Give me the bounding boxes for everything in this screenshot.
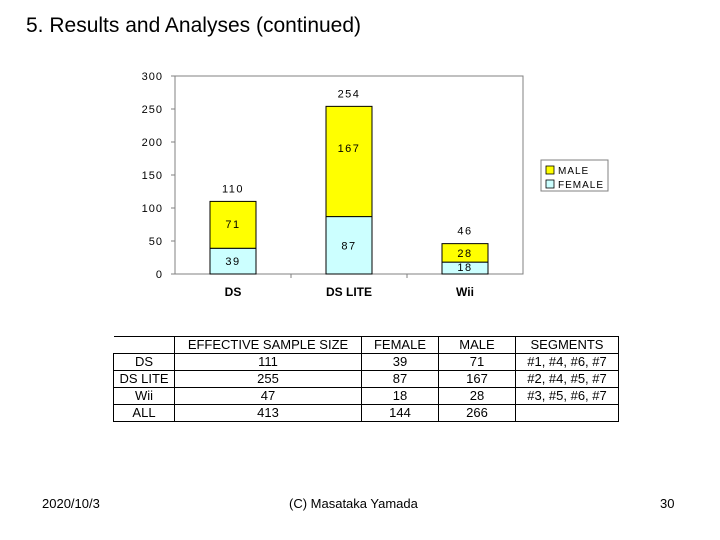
table-row-label: DS LITE	[113, 370, 175, 388]
table-cell	[515, 404, 619, 422]
table-cell: 18	[361, 387, 439, 405]
table-row: DS 111 39 71 #1, #4, #6, #7	[113, 353, 619, 371]
x-tick-label: DS	[225, 285, 242, 299]
table-corner-cell	[113, 336, 175, 354]
y-tick-label: 300	[142, 71, 163, 83]
table-header-cell: EFFECTIVE SAMPLE SIZE	[174, 336, 362, 354]
bar-male-wii	[441, 243, 489, 263]
y-tick-label: 50	[149, 236, 163, 248]
table-cell: #1, #4, #6, #7	[515, 353, 619, 371]
table-row: DS LITE 255 87 167 #2, #4, #5, #7	[113, 370, 619, 388]
data-label-total: 254	[338, 88, 361, 100]
stacked-bar-chart: 0 50 100 150 200 250 300 39 71 110 DS 87 167 254 DS L…	[142, 71, 609, 299]
data-label-female: 18	[457, 262, 472, 274]
table-row-label: ALL	[113, 404, 175, 422]
data-label-female: 39	[225, 256, 240, 268]
data-label-total: 46	[457, 226, 472, 238]
table-cell: #3, #5, #6, #7	[515, 387, 619, 405]
legend-label-female: FEMALE	[558, 180, 604, 191]
table-header-cell: MALE	[438, 336, 516, 354]
chart-legend: MALE FEMALE	[540, 159, 609, 192]
table-cell: 413	[174, 404, 362, 422]
table-row: ALL 413 144 266	[113, 404, 619, 422]
table-cell: 71	[438, 353, 516, 371]
table-cell: #2, #4, #5, #7	[515, 370, 619, 388]
data-label-female: 87	[341, 240, 356, 252]
x-tick-label: DS LITE	[326, 285, 372, 299]
table-cell: 39	[361, 353, 439, 371]
table-row: Wii 47 18 28 #3, #5, #6, #7	[113, 387, 619, 405]
table-header-row: EFFECTIVE SAMPLE SIZE FEMALE MALE SEGMENTS	[113, 336, 619, 354]
footer-page-number: 30	[660, 496, 675, 511]
table-cell: 255	[174, 370, 362, 388]
legend-swatch-female	[545, 179, 555, 189]
y-tick-label: 150	[142, 170, 163, 182]
data-label-male: 28	[457, 248, 472, 260]
y-tick-label: 250	[142, 104, 163, 116]
table-row-label: DS	[113, 353, 175, 371]
table-cell: 87	[361, 370, 439, 388]
x-tick-label: Wii	[456, 285, 474, 299]
table-cell: 111	[174, 353, 362, 371]
legend-swatch-male	[545, 165, 555, 175]
table-header-cell: SEGMENTS	[515, 336, 619, 354]
table-header-cell: FEMALE	[361, 336, 439, 354]
bar-male-ds-lite	[325, 105, 373, 218]
slide-title: 5. Results and Analyses (continued)	[26, 14, 362, 37]
data-label-male: 71	[225, 219, 240, 231]
bar-male-ds	[209, 200, 257, 249]
footer-copyright: (C) Masataka Yamada	[289, 496, 418, 511]
chart-labels: 39 71 110 DS 87 167 254 DS LITE 18 28 46 Wii	[222, 88, 474, 299]
y-tick-label: 100	[142, 203, 163, 215]
bar-female-ds	[209, 247, 257, 275]
data-label-total: 110	[222, 183, 244, 195]
y-tick-label: 200	[142, 137, 163, 149]
footer-date: 2020/10/3	[42, 496, 100, 511]
table-cell: 28	[438, 387, 516, 405]
table-cell: 144	[361, 404, 439, 422]
table-cell: 47	[174, 387, 362, 405]
chart-bars	[209, 105, 489, 275]
table-cell: 266	[438, 404, 516, 422]
table-cell: 167	[438, 370, 516, 388]
data-label-male: 167	[338, 143, 361, 155]
table-row-label: Wii	[113, 387, 175, 405]
y-tick-label: 0	[156, 269, 163, 281]
summary-table: EFFECTIVE SAMPLE SIZE FEMALE MALE SEGMENTS D…	[113, 336, 619, 422]
legend-label-male: MALE	[558, 166, 589, 177]
